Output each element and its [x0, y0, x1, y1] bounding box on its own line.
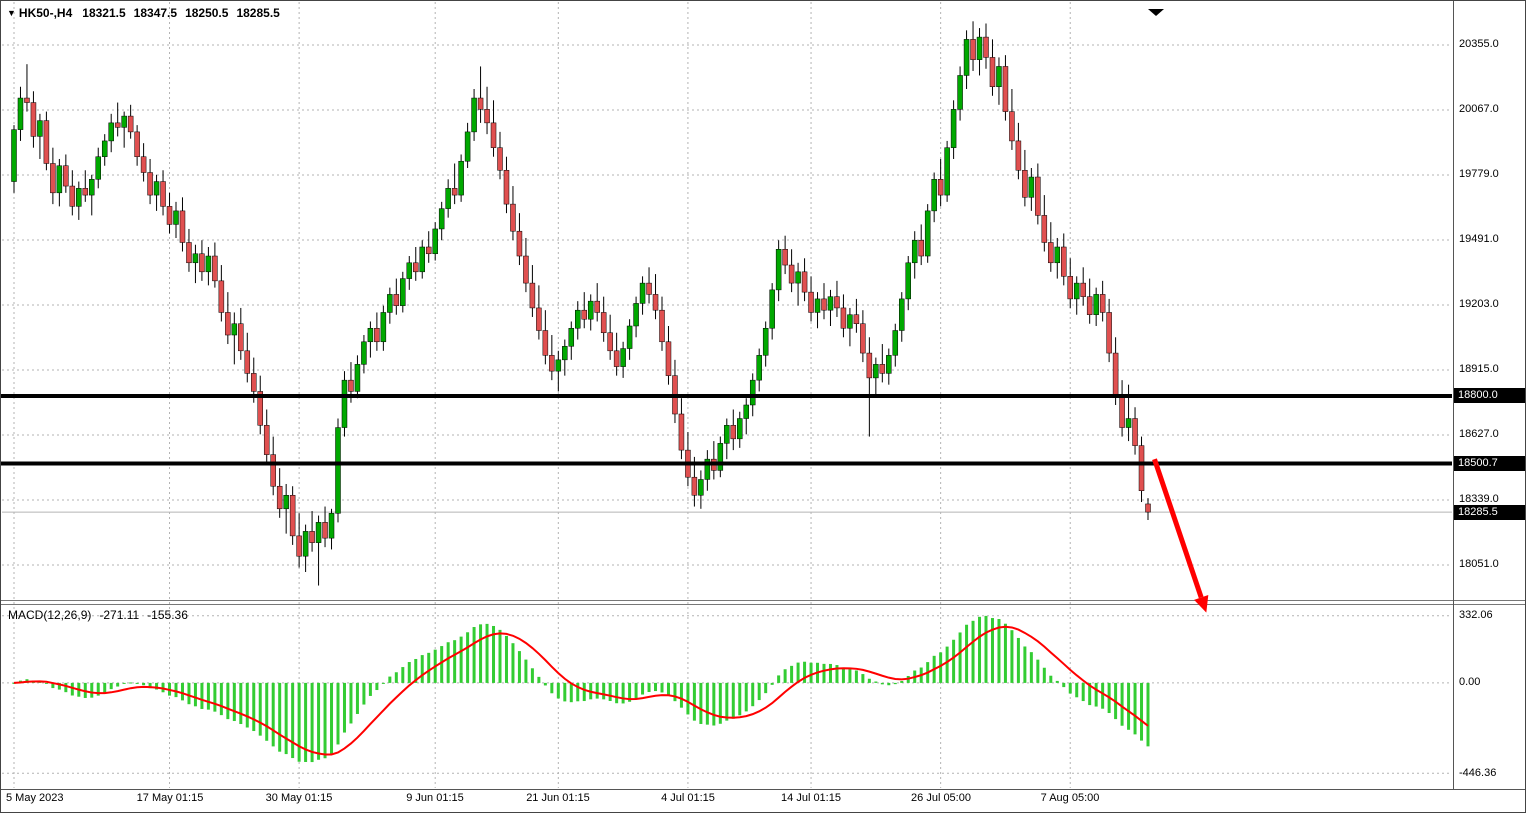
time-tick-label: 21 Jun 01:15 [526, 792, 590, 804]
price-tick-label: 18915.0 [1459, 363, 1499, 375]
macd-signal-line [13, 625, 1149, 756]
price-tick-label: 20355.0 [1459, 38, 1499, 50]
time-tick-label: 17 May 01:15 [136, 792, 204, 804]
time-tick-label: 30 May 01:15 [265, 792, 333, 804]
horizontal-level-lines[interactable] [0, 393, 1452, 466]
time-tick-label: 7 Aug 05:00 [1040, 792, 1100, 804]
price-level-badge-upper: 18800.0 [1454, 388, 1525, 403]
price-tick-label: 18051.0 [1459, 558, 1499, 570]
ohlc-open-value: 18321.5 [82, 6, 126, 20]
scroll-to-end-marker-icon[interactable] [1148, 9, 1164, 16]
symbol-dropdown-icon[interactable]: ▼ [7, 8, 16, 18]
macd-name: MACD(12,26,9) [8, 608, 92, 622]
price-tick-label: 18339.0 [1459, 493, 1499, 505]
macd-main-value: -271.11 [99, 608, 140, 622]
ohlc-high-value: 18347.5 [133, 6, 178, 20]
price-tick-label: 19203.0 [1459, 298, 1499, 310]
ohlc-low-value: 18250.5 [185, 6, 229, 20]
price-tick-label: 20067.0 [1459, 103, 1499, 115]
time-tick-label: 9 Jun 01:15 [406, 792, 464, 804]
time-tick-label: 14 Jul 01:15 [781, 792, 841, 804]
macd-tick-label: 332.06 [1459, 609, 1493, 621]
time-tick-label: 4 Jul 01:15 [661, 792, 715, 804]
price-tick-label: 18627.0 [1459, 428, 1499, 440]
candlesticks [11, 21, 1151, 586]
macd-indicator-label: MACD(12,26,9) -271.11 -155.36 [8, 608, 196, 622]
price-tick-label: 19779.0 [1459, 168, 1499, 180]
time-tick-label: 5 May 2023 [6, 792, 64, 804]
symbol-timeframe-label: HK50-,H4 [18, 6, 73, 20]
macd-tick-label: 0.00 [1459, 676, 1481, 688]
ohlc-close-value: 18285.5 [236, 6, 280, 20]
price-level-badge-lower: 18500.7 [1454, 456, 1525, 471]
chart-header: ▼ HK50-,H4 18321.5 18347.5 18250.5 18285… [7, 6, 288, 20]
macd-signal-value: -155.36 [147, 608, 188, 622]
current-price-badge: 18285.5 [1454, 505, 1525, 520]
macd-tick-label: -446.36 [1459, 767, 1497, 779]
price-tick-label: 19491.0 [1459, 233, 1499, 245]
time-tick-label: 26 Jul 05:00 [911, 792, 971, 804]
trend-arrow-annotation[interactable] [1152, 458, 1209, 613]
